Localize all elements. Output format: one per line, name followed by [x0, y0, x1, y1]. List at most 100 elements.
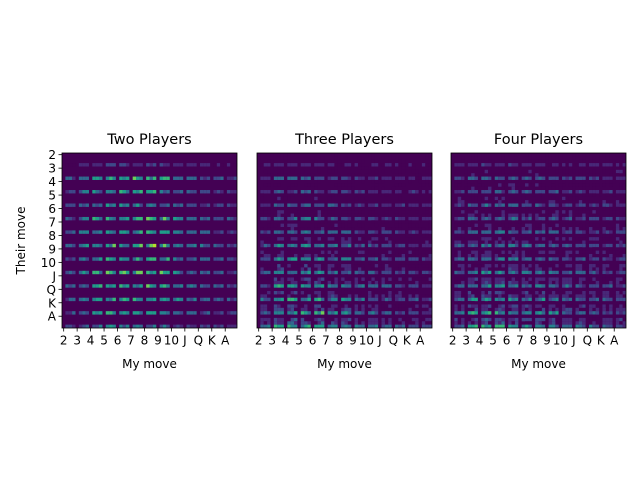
heatmap-cell	[361, 324, 365, 329]
heatmap-cell	[575, 294, 579, 298]
y-tick-label: 4	[48, 175, 56, 189]
heatmap-cell	[267, 290, 271, 295]
heatmap-cell	[511, 274, 515, 278]
heatmap-cell	[394, 223, 399, 228]
heatmap-cell	[384, 153, 389, 157]
heatmap-cell	[425, 250, 429, 255]
heatmap-cell	[263, 210, 268, 214]
heatmap-cell	[541, 203, 546, 207]
heatmap-cell	[331, 233, 335, 238]
heatmap-cell	[300, 317, 305, 322]
heatmap-cell	[565, 317, 569, 322]
heatmap-cell	[220, 190, 224, 194]
heatmap-cell	[277, 267, 281, 271]
heatmap-cell	[405, 203, 409, 207]
heatmap-cell	[401, 230, 406, 234]
heatmap-cell	[78, 311, 83, 315]
heatmap-cell	[484, 223, 489, 228]
heatmap-cell	[511, 213, 515, 217]
heatmap-cell	[488, 260, 492, 265]
heatmap-cell	[494, 304, 499, 308]
heatmap-cell	[457, 284, 462, 288]
heatmap-cell	[541, 166, 546, 170]
heatmap-cell	[267, 324, 271, 329]
heatmap-cell	[186, 311, 190, 315]
heatmap-cell	[347, 304, 352, 308]
heatmap-cell	[558, 206, 563, 211]
heatmap-cell	[280, 250, 284, 255]
heatmap-cell	[112, 203, 116, 207]
x-tick-label: J	[571, 334, 576, 348]
heatmap-cell	[609, 277, 613, 281]
heatmap-cell	[132, 163, 137, 167]
heatmap-cell	[605, 190, 610, 194]
x-tick-label: 4	[282, 334, 290, 348]
heatmap-cell	[95, 163, 100, 167]
heatmap-cell	[415, 243, 419, 248]
heatmap-cell	[173, 190, 177, 194]
heatmap-cell	[317, 280, 321, 285]
heatmap-cell	[562, 230, 566, 234]
heatmap-cell	[548, 287, 553, 292]
heatmap-cell	[501, 280, 505, 285]
heatmap-cell	[267, 190, 271, 194]
heatmap-cell	[125, 270, 130, 275]
heatmap-cell	[615, 307, 620, 312]
heatmap-cell	[105, 270, 110, 275]
heatmap-cell	[368, 213, 372, 217]
heatmap-cell	[425, 190, 429, 194]
heatmap-cell	[521, 243, 526, 248]
heatmap-cell	[428, 223, 433, 228]
heatmap-cell	[548, 250, 553, 255]
heatmap-cell	[297, 227, 301, 231]
heatmap-cell	[572, 257, 576, 261]
heatmap-cell	[220, 176, 224, 180]
heatmap-cell	[595, 317, 600, 322]
heatmap-cell	[415, 324, 419, 329]
heatmap-cell	[558, 163, 563, 167]
heatmap-cell	[615, 159, 620, 164]
heatmap-cell	[535, 240, 539, 244]
heatmap-cell	[351, 206, 355, 211]
heatmap-cell	[132, 216, 137, 221]
heatmap-cell	[220, 311, 224, 315]
heatmap-cell	[545, 166, 549, 170]
heatmap-cell	[612, 307, 616, 312]
heatmap-cell	[260, 216, 264, 221]
heatmap-cell	[451, 153, 455, 157]
heatmap-cell	[558, 274, 563, 278]
heatmap-cell	[72, 203, 76, 207]
heatmap-cell	[498, 203, 502, 207]
heatmap-cell	[421, 213, 426, 217]
heatmap-cell	[415, 257, 419, 261]
heatmap-cell	[401, 290, 406, 295]
heatmap-cell	[398, 270, 402, 275]
heatmap-cell	[324, 220, 328, 224]
heatmap-cell	[565, 250, 569, 255]
heatmap-cell	[518, 267, 522, 271]
heatmap-cell	[307, 243, 311, 248]
heatmap-cell	[622, 153, 627, 157]
heatmap-cell	[273, 277, 278, 281]
heatmap-cell	[354, 304, 359, 308]
heatmap-cell	[381, 176, 385, 180]
heatmap-cell	[287, 186, 291, 191]
heatmap-cell	[152, 324, 157, 329]
heatmap-cell	[152, 230, 157, 234]
heatmap-cell	[428, 227, 433, 231]
heatmap-cell	[415, 210, 419, 214]
heatmap-cell	[68, 324, 73, 329]
heatmap-cell	[568, 227, 573, 231]
heatmap-cell	[280, 240, 284, 244]
heatmap-cell	[374, 307, 379, 312]
heatmap-cell	[334, 297, 338, 302]
x-ticks: 2 3 4 5 6 7 8 9 10 J Q K A	[449, 328, 619, 348]
heatmap-cell	[488, 264, 492, 268]
heatmap-cell	[351, 280, 355, 285]
heatmap-cell	[525, 274, 529, 278]
heatmap-cell	[331, 213, 335, 217]
heatmap-cell	[398, 230, 402, 234]
heatmap-cell	[595, 280, 600, 285]
heatmap-cell	[388, 159, 392, 164]
heatmap-cell	[501, 250, 505, 255]
